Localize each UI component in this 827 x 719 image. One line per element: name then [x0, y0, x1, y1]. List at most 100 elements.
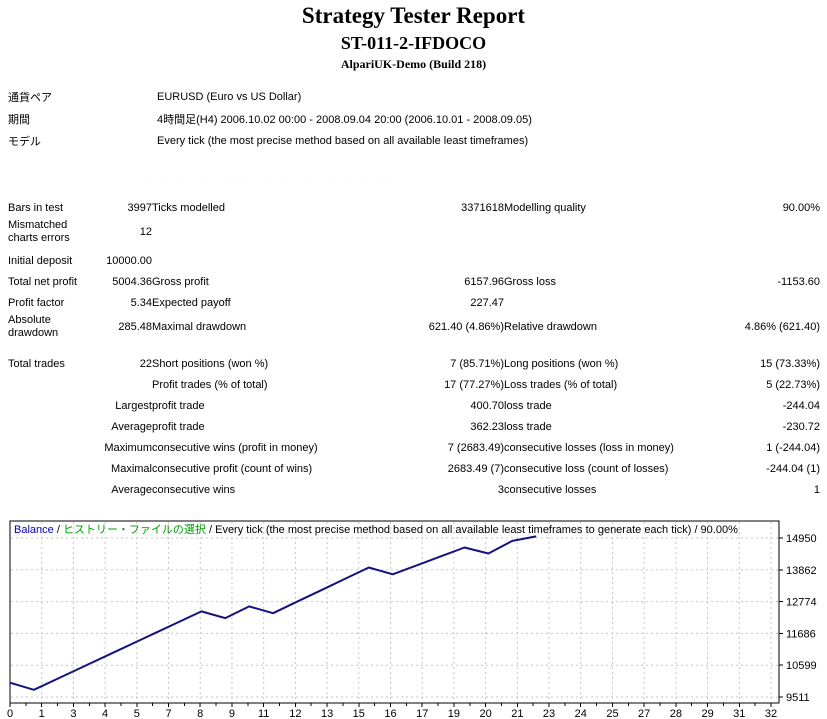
stat-value: 10000.00: [106, 255, 152, 267]
table-row: Profit trades (% of total) 17 (77.27%) Los…: [8, 375, 820, 396]
x-axis-label: 4: [102, 708, 108, 719]
stat-value: 5 (22.73%): [766, 379, 820, 391]
stat-value: -244.04: [782, 400, 820, 412]
stat-value: 15 (73.33%): [760, 358, 820, 370]
stat-label: Relative drawdown: [504, 320, 597, 333]
y-axis-label: 13862: [786, 565, 817, 577]
stat-value: [709, 251, 820, 272]
stat-value: 4.86% (621.40): [744, 320, 820, 333]
stat-label: profit trade: [152, 421, 205, 433]
stat-label: Loss trades (% of total): [504, 379, 618, 391]
y-axis-label: 10599: [786, 660, 817, 672]
x-axis-label: 27: [638, 708, 650, 719]
stat-label: consecutive losses (loss in money): [504, 442, 674, 454]
stats-table-body: Bars in test 3997 Ticks modelled 3371618 Mod…: [8, 198, 820, 501]
stat-label: [504, 251, 709, 272]
stat-value: 7 (85.71%): [450, 358, 504, 370]
stat-label: profit trade: [152, 400, 205, 412]
stat-value: Average: [111, 484, 152, 496]
stat-label: loss trade: [504, 400, 552, 412]
table-row: Total trades 22 Short positions (won %) 7 (…: [8, 354, 820, 375]
stat-value: [709, 293, 820, 314]
stat-label: [8, 417, 98, 438]
stat-label: [8, 396, 98, 417]
stat-value: -1153.60: [777, 276, 820, 288]
stat-value: 2683.49 (7): [447, 463, 504, 475]
stat-label: Profit factor: [8, 297, 65, 309]
stat-label: [152, 251, 397, 272]
stat-label: consecutive profit (count of wins): [152, 463, 313, 475]
y-axis-label: 12774: [786, 597, 817, 609]
stat-value: 1: [813, 484, 820, 496]
table-row: Maximal consecutive profit (count of wins…: [8, 459, 820, 480]
stat-value: -244.04 (1): [766, 463, 820, 475]
stat-value: 285.48: [118, 320, 152, 333]
stat-value: 3997: [127, 202, 152, 214]
stat-value: 90.00%: [782, 202, 820, 214]
stat-value: [709, 219, 820, 245]
stat-label: Maximal drawdown: [152, 320, 247, 333]
stat-label: Short positions (won %): [152, 358, 269, 370]
x-axis-label: 7: [165, 708, 171, 719]
table-row: Average consecutive wins 3 consecutive loss…: [8, 480, 820, 501]
stat-label: Modelling quality: [504, 202, 586, 214]
stat-label: Total trades: [8, 358, 65, 370]
x-axis-label: 3: [70, 708, 76, 719]
x-axis-label: 15: [353, 708, 365, 719]
stat-label: consecutive losses: [504, 484, 597, 496]
stat-label: [152, 219, 397, 245]
stat-value: [397, 219, 504, 245]
setting-row: 期間 4時間足(H4) 2006.10.02 00:00 - 2008.09.04…: [8, 108, 532, 130]
setting-value: 4時間足(H4) 2006.10.02 00:00 - 2008.09.04 2…: [157, 114, 532, 126]
stat-label: Expected payoff: [152, 297, 231, 309]
stat-value: 5.34: [130, 297, 152, 309]
x-axis-label: 31: [733, 708, 745, 719]
table-row: Average profit trade 362.23 loss trade -230.…: [8, 417, 820, 438]
setting-row: モデル Every tick (the most precise method b…: [8, 130, 532, 152]
stats-table: Bars in test 3997 Ticks modelled 3371618 Mod…: [8, 198, 820, 501]
table-row: Mismatched charts errors 12: [8, 219, 820, 245]
stat-value: Average: [111, 421, 152, 433]
stat-value: -230.72: [782, 421, 820, 433]
stat-value: 227.47: [470, 297, 504, 309]
stat-label: loss trade: [504, 421, 552, 433]
x-axis-label: 5: [134, 708, 140, 719]
y-axis-label: 11686: [786, 628, 816, 640]
table-row: Maximum consecutive wins (profit in money…: [8, 438, 820, 459]
x-axis-label: 29: [701, 708, 713, 719]
stat-label: Gross profit: [152, 276, 209, 288]
x-axis-label: 13: [321, 708, 333, 719]
stat-value: [397, 251, 504, 272]
stat-label: [8, 459, 98, 480]
stat-value: 22: [139, 358, 152, 370]
x-axis-label: 23: [543, 708, 555, 719]
stat-label: [8, 480, 98, 501]
stat-label: consecutive wins: [152, 484, 236, 496]
x-axis-label: 19: [448, 708, 460, 719]
setting-label: 通貨ペア: [8, 92, 52, 104]
y-axis-label: 14950: [786, 533, 817, 545]
x-axis-label: 11: [258, 708, 269, 719]
chart-legend: Balance / ヒストリー・ファイルの選択 / Every tick (th…: [14, 522, 738, 536]
table-row: Initial deposit 10000.00: [8, 251, 820, 272]
stat-label: [504, 219, 709, 245]
legend-history-label: ヒストリー・ファイルの選択: [63, 522, 206, 536]
x-axis-label: 28: [670, 708, 682, 719]
settings-table: 通貨ペア EURUSD (Euro vs US Dollar) 期間 4時間足(H4)…: [8, 86, 532, 152]
stat-label: Mismatched charts errors: [8, 219, 70, 244]
x-axis-label: 20: [479, 708, 491, 719]
stat-label: Total net profit: [8, 276, 78, 288]
expert-name: ST-011-2-IFDOCO: [340, 33, 487, 53]
legend-series-label: Balance: [14, 524, 54, 536]
table-row: Largest profit trade 400.70 loss trade -244.…: [8, 396, 820, 417]
stat-label: Bars in test: [8, 202, 64, 214]
x-axis-label: 16: [384, 708, 396, 719]
stat-value: 7 (2683.49): [447, 442, 504, 454]
table-row: Profit factor 5.34 Expected payoff 227.47: [8, 293, 820, 314]
chart-frame: [9, 520, 780, 704]
setting-label: 期間: [8, 114, 30, 126]
setting-value: Every tick (the most precise method base…: [157, 135, 529, 147]
legend-separator: /: [54, 524, 63, 536]
stat-value: 6157.96: [464, 276, 504, 288]
